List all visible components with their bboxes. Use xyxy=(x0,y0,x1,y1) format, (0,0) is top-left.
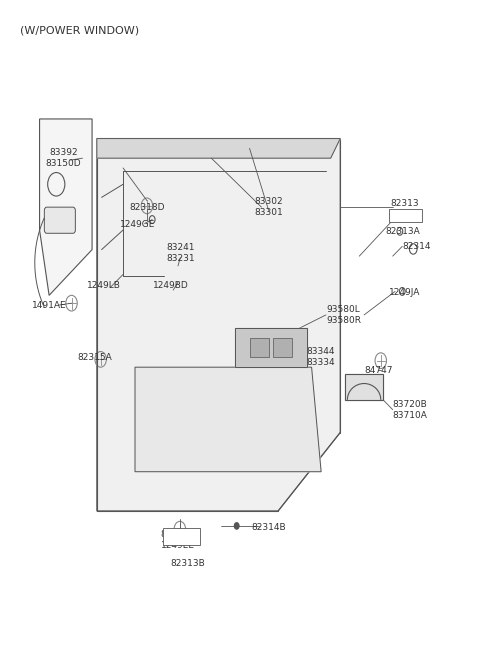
Text: 1491AE: 1491AE xyxy=(32,300,66,310)
Text: (W/POWER WINDOW): (W/POWER WINDOW) xyxy=(21,26,140,36)
Text: 82313A
1249EE: 82313A 1249EE xyxy=(161,530,195,550)
Text: 82313B: 82313B xyxy=(170,559,205,567)
Bar xyxy=(250,338,269,358)
Polygon shape xyxy=(135,367,321,472)
FancyBboxPatch shape xyxy=(389,209,422,222)
FancyBboxPatch shape xyxy=(163,528,200,545)
Text: 82318D: 82318D xyxy=(129,203,165,212)
Text: 83344
83334: 83344 83334 xyxy=(307,347,336,367)
Text: 82313: 82313 xyxy=(390,199,419,209)
Text: 84747: 84747 xyxy=(364,366,393,375)
Polygon shape xyxy=(345,374,383,400)
Polygon shape xyxy=(97,138,340,158)
Text: 82313A: 82313A xyxy=(385,228,420,236)
Text: 83720B
83710A: 83720B 83710A xyxy=(393,400,428,420)
Polygon shape xyxy=(97,138,340,511)
Circle shape xyxy=(235,523,239,529)
Text: 1249GE: 1249GE xyxy=(120,220,155,230)
Text: 1249JA: 1249JA xyxy=(389,287,420,297)
Bar xyxy=(274,338,292,358)
Text: 1249EE: 1249EE xyxy=(388,214,421,223)
Polygon shape xyxy=(235,328,307,367)
Text: 93580L
93580R: 93580L 93580R xyxy=(326,305,361,325)
Text: 83302
83301: 83302 83301 xyxy=(254,197,283,217)
FancyBboxPatch shape xyxy=(44,207,75,234)
Text: 83241
83231: 83241 83231 xyxy=(166,243,195,263)
Text: 82315A: 82315A xyxy=(77,353,112,362)
Text: 82314B: 82314B xyxy=(252,523,286,532)
Text: 83392
83150D: 83392 83150D xyxy=(46,148,81,168)
Text: 1249BD: 1249BD xyxy=(153,281,189,290)
Text: 82314: 82314 xyxy=(402,242,431,251)
Polygon shape xyxy=(39,119,92,295)
Text: 1249LB: 1249LB xyxy=(87,281,121,290)
